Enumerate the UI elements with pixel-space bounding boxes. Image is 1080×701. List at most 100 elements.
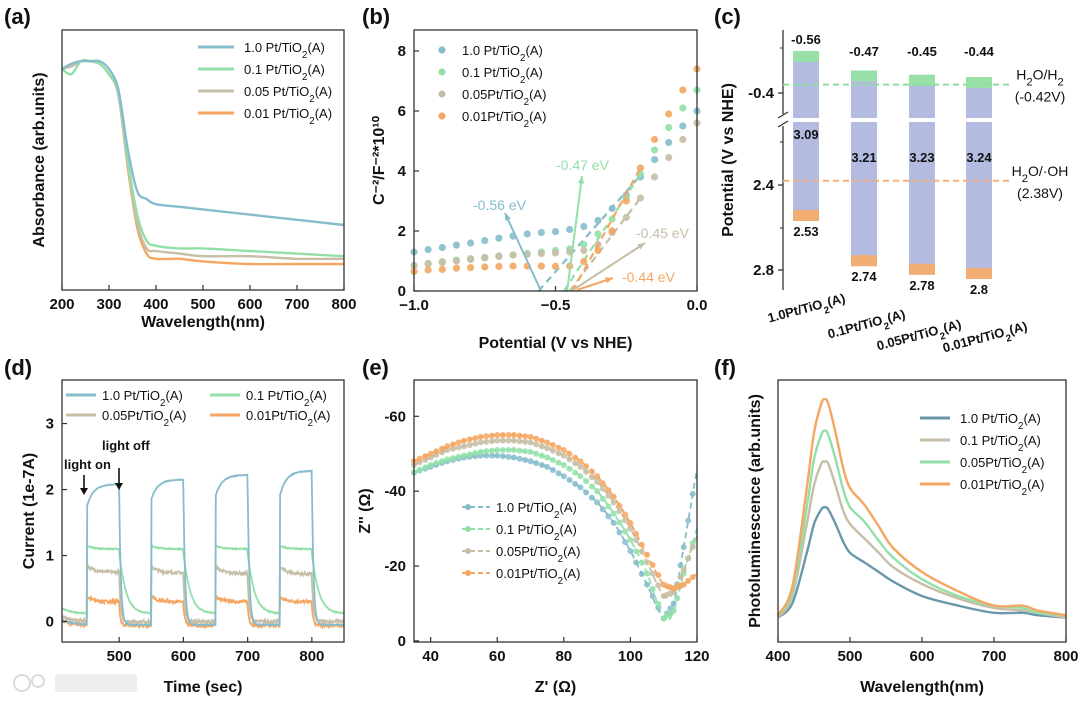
- x-tick-label: 500: [837, 648, 862, 665]
- data-point: [533, 460, 540, 467]
- data-point: [505, 432, 512, 439]
- data-point: [522, 448, 529, 455]
- data-point: [560, 461, 567, 468]
- panel-label: (d): [4, 355, 32, 380]
- x-axis-label: Wavelength(nm): [141, 314, 265, 331]
- data-point: [679, 86, 687, 94]
- x-tick-label: −0.5: [541, 297, 571, 314]
- data-point: [555, 450, 562, 457]
- data-point: [499, 446, 506, 453]
- legend-label: 0.01 Pt/TiO2(A): [244, 106, 332, 127]
- valence-band-segment: [909, 263, 935, 275]
- series-line: [776, 397, 1067, 617]
- conduction-band-segment: [966, 77, 992, 89]
- data-point: [649, 593, 656, 600]
- x-tick-label: 700: [981, 648, 1006, 665]
- data-point: [594, 488, 601, 495]
- data-point: [580, 246, 588, 255]
- y-axis-label: Current (1e-7A): [21, 453, 38, 569]
- data-point: [588, 468, 595, 475]
- fit-line: [537, 174, 642, 292]
- watermark-logo-icon: [13, 674, 31, 692]
- data-point: [588, 483, 595, 490]
- legend-label: 0.1 Pt/TiO2(A): [246, 388, 327, 409]
- data-point: [523, 230, 531, 238]
- panel-c: -0.42.42.8-0.563.092.531.0Pt/TiO2(A)-0.4…: [714, 4, 1068, 361]
- data-point: [633, 537, 640, 544]
- data-point: [577, 458, 584, 465]
- legend-label: 0.01Pt/TiO2(A): [246, 408, 330, 429]
- x-tick-label: 400: [765, 648, 790, 665]
- data-point: [638, 541, 645, 548]
- data-point: [622, 197, 630, 205]
- data-point: [549, 457, 556, 464]
- x-tick-label: 120: [684, 648, 709, 665]
- x-tick-label: 700: [235, 648, 260, 665]
- x-tick-label: 700: [284, 296, 309, 313]
- data-point: [488, 432, 495, 439]
- data-point: [644, 570, 651, 577]
- data-point: [551, 262, 560, 270]
- data-point: [449, 441, 456, 448]
- y-tick-label: 4: [398, 163, 407, 180]
- x-tick-label: 800: [1053, 648, 1078, 665]
- data-point: [577, 463, 584, 470]
- data-point: [477, 448, 484, 455]
- data-point: [583, 468, 590, 475]
- data-point: [537, 262, 545, 270]
- data-point: [572, 480, 579, 487]
- x-tick-label: 100: [618, 648, 643, 665]
- y-tick-label: -60: [384, 408, 406, 425]
- intercept-annotation: -0.44 eV: [622, 269, 676, 285]
- data-point: [527, 439, 534, 446]
- data-point: [455, 444, 462, 451]
- data-point: [608, 227, 616, 235]
- data-point: [605, 487, 612, 494]
- legend-label: 0.01Pt/TiO2(A): [960, 477, 1044, 498]
- data-point: [627, 548, 634, 555]
- data-point: [679, 104, 687, 112]
- y-axis-label: Potential (V vs NHE): [720, 83, 737, 237]
- data-point: [638, 559, 645, 566]
- data-point: [460, 437, 467, 444]
- data-point: [560, 452, 567, 459]
- data-point: [622, 517, 629, 524]
- data-point: [466, 451, 473, 458]
- data-point: [594, 499, 601, 506]
- axis-break-mark: [777, 111, 789, 119]
- panel-label: (f): [714, 355, 736, 380]
- legend-label: 0.01Pt/TiO2(A): [496, 566, 580, 587]
- data-point: [483, 433, 490, 440]
- data-point: [599, 506, 606, 513]
- data-point: [516, 438, 523, 445]
- data-point: [549, 467, 556, 474]
- data-point: [588, 474, 595, 481]
- series-line: [61, 562, 345, 627]
- data-point: [438, 458, 445, 465]
- data-point: [583, 489, 590, 496]
- axis-break-mark: [777, 120, 789, 128]
- data-point: [594, 478, 601, 485]
- data-point: [452, 257, 461, 265]
- cb-value-label: -0.44: [964, 44, 994, 59]
- data-point: [538, 462, 545, 469]
- data-point: [495, 252, 503, 261]
- data-point: [627, 536, 634, 543]
- data-point: [685, 555, 692, 562]
- data-point: [516, 432, 523, 439]
- data-point: [685, 577, 692, 584]
- data-point: [633, 548, 640, 555]
- x-tick-label: 800: [331, 296, 356, 313]
- data-point: [516, 455, 523, 462]
- data-point: [438, 258, 446, 267]
- x-tick-label: 800: [299, 648, 324, 665]
- x-tick-label: 200: [49, 296, 74, 313]
- y-tick-label: 2: [46, 482, 54, 499]
- panel-label: (c): [714, 4, 741, 29]
- data-point: [610, 519, 617, 526]
- annotation-arrow: [504, 212, 542, 292]
- data-point: [616, 508, 623, 515]
- data-point: [533, 441, 540, 448]
- data-point: [422, 453, 429, 460]
- data-point: [594, 230, 602, 238]
